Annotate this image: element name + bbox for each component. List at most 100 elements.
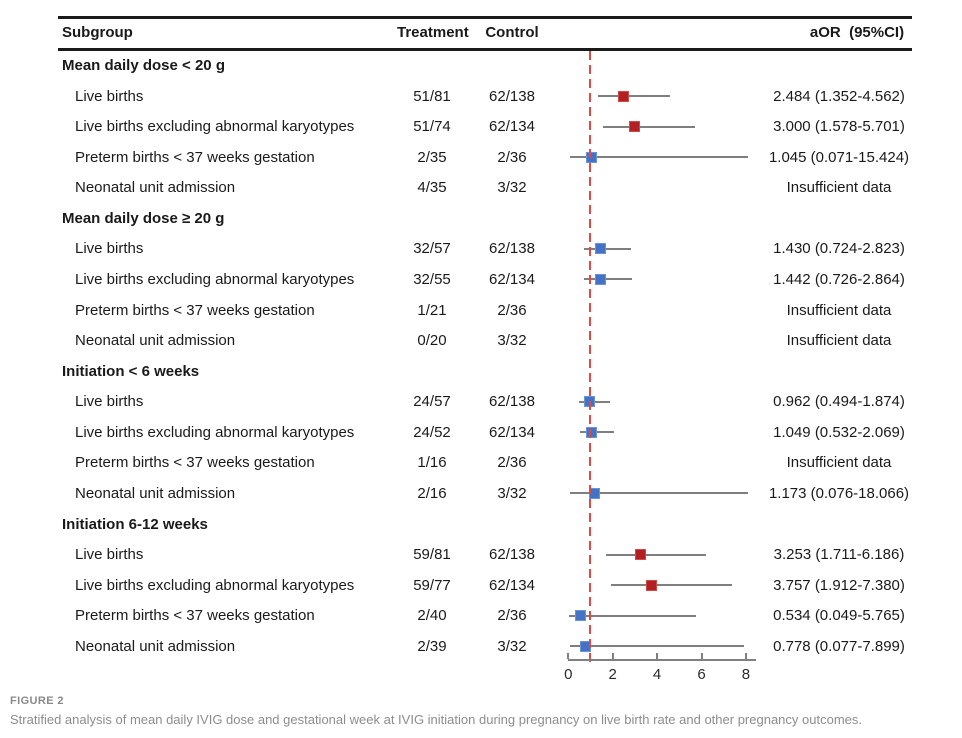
treatment-value: 59/77 — [413, 576, 451, 594]
ci-line — [598, 95, 670, 98]
column-header-treatment: Treatment — [397, 24, 469, 41]
treatment-value: 51/81 — [413, 87, 451, 105]
estimate-marker — [629, 121, 641, 133]
treatment-value: 32/55 — [413, 270, 451, 288]
aor-value: Insufficient data — [786, 332, 892, 350]
group-header-label: Mean daily dose < 20 g — [62, 57, 225, 74]
plot-cell — [557, 570, 757, 601]
group-header-row: Mean daily dose < 20 g — [0, 50, 962, 81]
ci-line — [584, 278, 632, 281]
aor-value: 0.778 (0.077-7.899) — [773, 637, 905, 655]
treatment-value: 1/21 — [417, 301, 447, 319]
estimate-marker — [635, 549, 647, 561]
ci-line — [610, 584, 733, 587]
axis-tick — [567, 653, 570, 659]
column-header-aor: aOR (95%CI) — [809, 24, 905, 41]
column-header-control: Control — [485, 24, 539, 41]
treatment-value: 51/74 — [413, 118, 451, 136]
data-row: Neonatal unit admission 0/20 3/32 Insuffici… — [0, 325, 962, 356]
aor-value: 1.049 (0.532-2.069) — [773, 423, 905, 441]
outcome-label: Preterm births < 37 weeks gestation — [75, 454, 315, 472]
ci-line — [569, 614, 697, 617]
plot-cell — [557, 233, 757, 264]
aor-value: 0.534 (0.049-5.765) — [773, 607, 905, 625]
ci-line — [580, 431, 615, 434]
control-value: 3/32 — [497, 637, 527, 655]
table-header-rule — [58, 48, 912, 51]
data-row: Neonatal unit admission 2/39 3/32 0.778 (0.… — [0, 631, 962, 662]
plot-cell — [557, 172, 757, 203]
treatment-value: 0/20 — [417, 332, 447, 350]
outcome-label: Neonatal unit admission — [75, 637, 236, 655]
figure-caption-text: Stratified analysis of mean daily IVIG d… — [10, 712, 862, 727]
treatment-value: 1/16 — [417, 454, 447, 472]
estimate-marker — [594, 273, 606, 285]
outcome-label: Preterm births < 37 weeks gestation — [75, 301, 315, 319]
data-row: Live births 51/81 62/138 2.484 (1.352-4.562… — [0, 81, 962, 112]
plot-cell — [557, 447, 757, 478]
data-row: Live births excluding abnormal karyotype… — [0, 417, 962, 448]
group-header-label: Mean daily dose ≥ 20 g — [62, 209, 225, 227]
ci-line — [606, 553, 706, 556]
estimate-marker — [586, 426, 598, 438]
outcome-label: Live births — [75, 546, 144, 564]
axis-tick-label: 8 — [741, 666, 751, 683]
axis-tick-label: 2 — [608, 666, 617, 683]
aor-value: Insufficient data — [786, 301, 892, 319]
aor-value: 3.253 (1.711-6.186) — [773, 546, 905, 564]
treatment-value: 4/35 — [417, 179, 447, 197]
figure-label: FIGURE 2 — [10, 695, 64, 707]
column-header-subgroup: Subgroup — [62, 24, 133, 41]
aor-value: 3.000 (1.578-5.701) — [773, 118, 905, 136]
reference-line — [589, 51, 591, 664]
data-row: Preterm births < 37 weeks gestation 1/21 2… — [0, 295, 962, 326]
aor-value: 1.430 (0.724-2.823) — [773, 240, 905, 258]
axis-tick-label: 4 — [652, 666, 662, 683]
ci-line — [569, 492, 749, 495]
control-value: 2/36 — [497, 301, 527, 319]
aor-value: 2.484 (1.352-4.562) — [773, 87, 905, 105]
treatment-value: 32/57 — [413, 240, 451, 258]
outcome-label: Neonatal unit admission — [75, 332, 236, 350]
data-row: Preterm births < 37 weeks gestation 2/35 2… — [0, 142, 962, 173]
plot-cell — [557, 264, 757, 295]
ci-line — [584, 247, 631, 250]
outcome-label: Neonatal unit admission — [75, 179, 236, 197]
axis-tick — [700, 653, 703, 659]
control-value: 62/138 — [489, 240, 535, 258]
data-row: Preterm births < 37 weeks gestation 2/40 2… — [0, 600, 962, 631]
aor-value: Insufficient data — [786, 179, 892, 197]
data-row: Live births excluding abnormal karyotype… — [0, 264, 962, 295]
data-row: Live births excluding abnormal karyotype… — [0, 111, 962, 142]
treatment-value: 2/35 — [417, 148, 447, 166]
control-value: 3/32 — [497, 484, 527, 502]
estimate-marker — [594, 243, 606, 255]
treatment-value: 24/52 — [413, 423, 451, 441]
group-header-label: Initiation 6-12 weeks — [62, 515, 208, 533]
estimate-marker — [617, 90, 629, 102]
plot-cell — [557, 295, 757, 326]
axis-tick — [611, 653, 614, 659]
plot-cell — [557, 325, 757, 356]
data-row: Neonatal unit admission 4/35 3/32 Insuffici… — [0, 172, 962, 203]
outcome-label: Live births excluding abnormal karyotype… — [75, 423, 355, 441]
aor-value: 1.442 (0.726-2.864) — [773, 270, 905, 288]
control-value: 62/138 — [489, 393, 535, 411]
outcome-label: Neonatal unit admission — [75, 484, 236, 502]
aor-value: 0.962 (0.494-1.874) — [773, 393, 905, 411]
plot-cell — [557, 539, 757, 570]
ci-line — [603, 125, 695, 128]
data-row: Preterm births < 37 weeks gestation 1/16 2… — [0, 447, 962, 478]
treatment-value: 2/39 — [417, 637, 447, 655]
outcome-label: Preterm births < 37 weeks gestation — [75, 607, 315, 625]
treatment-value: 59/81 — [413, 546, 451, 564]
axis-tick — [744, 653, 747, 659]
data-row: Live births 59/81 62/138 3.253 (1.711-6.186… — [0, 539, 962, 570]
figure-caption-block: FIGURE 2 Stratified analysis of mean dai… — [10, 695, 956, 727]
data-row: Live births 24/57 62/138 0.962 (0.494-1.874… — [0, 386, 962, 417]
control-value: 2/36 — [497, 607, 527, 625]
outcome-label: Live births — [75, 87, 144, 105]
plot-cell — [557, 478, 757, 509]
table-body: Mean daily dose < 20 g Live births 51/81 62… — [0, 50, 962, 661]
